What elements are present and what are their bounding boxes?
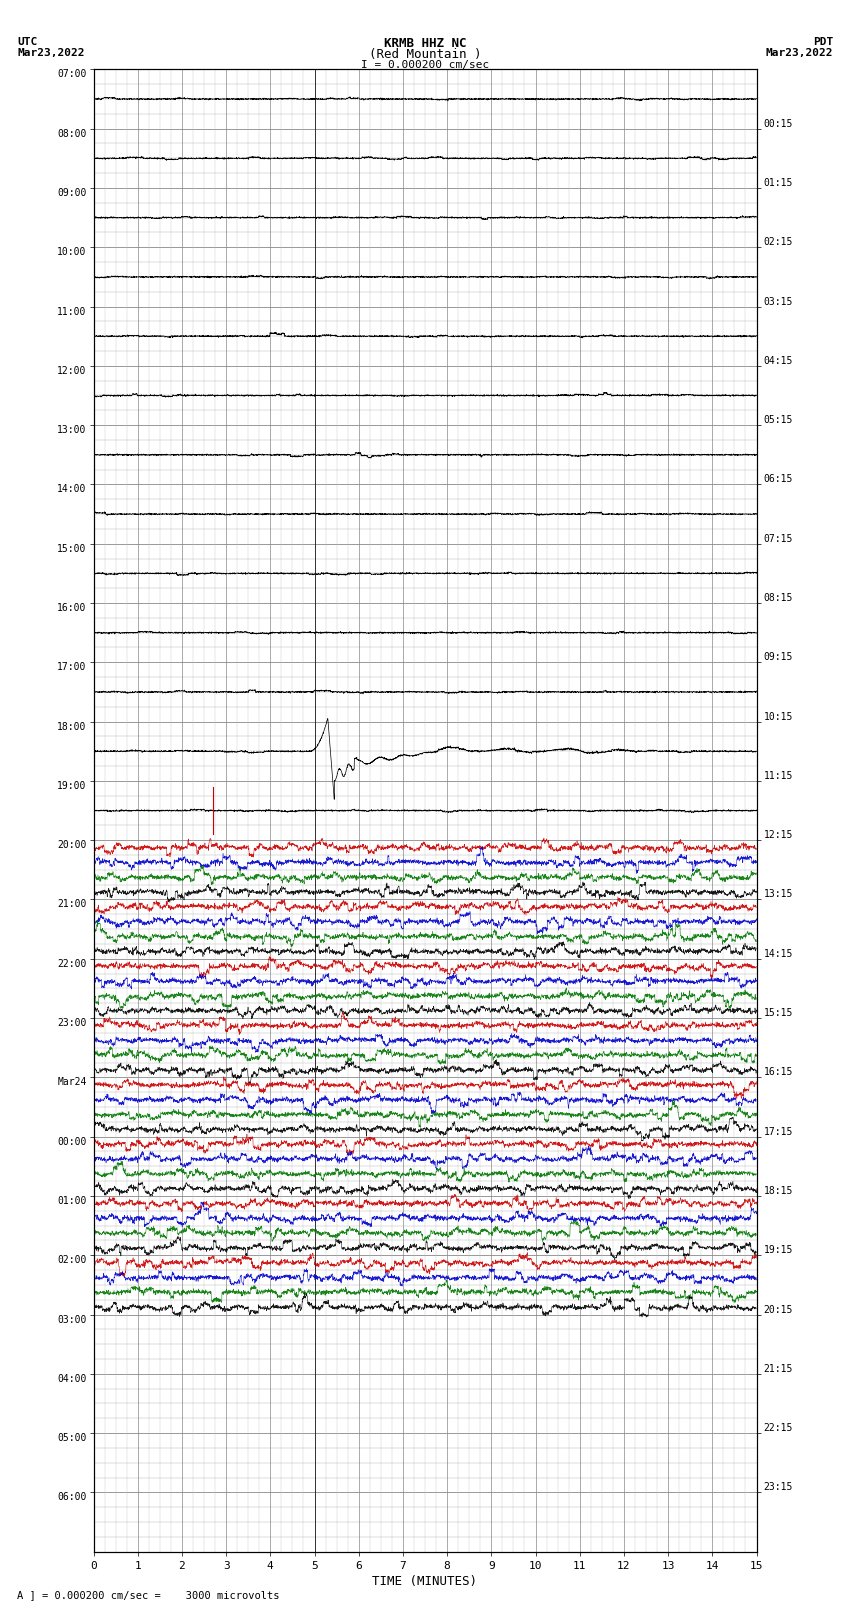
Text: Mar23,2022: Mar23,2022 [17, 48, 84, 58]
Text: UTC: UTC [17, 37, 37, 47]
Text: (Red Mountain ): (Red Mountain ) [369, 48, 481, 61]
Text: Mar23,2022: Mar23,2022 [766, 48, 833, 58]
Text: PDT: PDT [813, 37, 833, 47]
X-axis label: TIME (MINUTES): TIME (MINUTES) [372, 1574, 478, 1587]
Text: KRMB HHZ NC: KRMB HHZ NC [383, 37, 467, 50]
Text: I = 0.000200 cm/sec: I = 0.000200 cm/sec [361, 60, 489, 69]
Text: A ] = 0.000200 cm/sec =    3000 microvolts: A ] = 0.000200 cm/sec = 3000 microvolts [17, 1590, 280, 1600]
